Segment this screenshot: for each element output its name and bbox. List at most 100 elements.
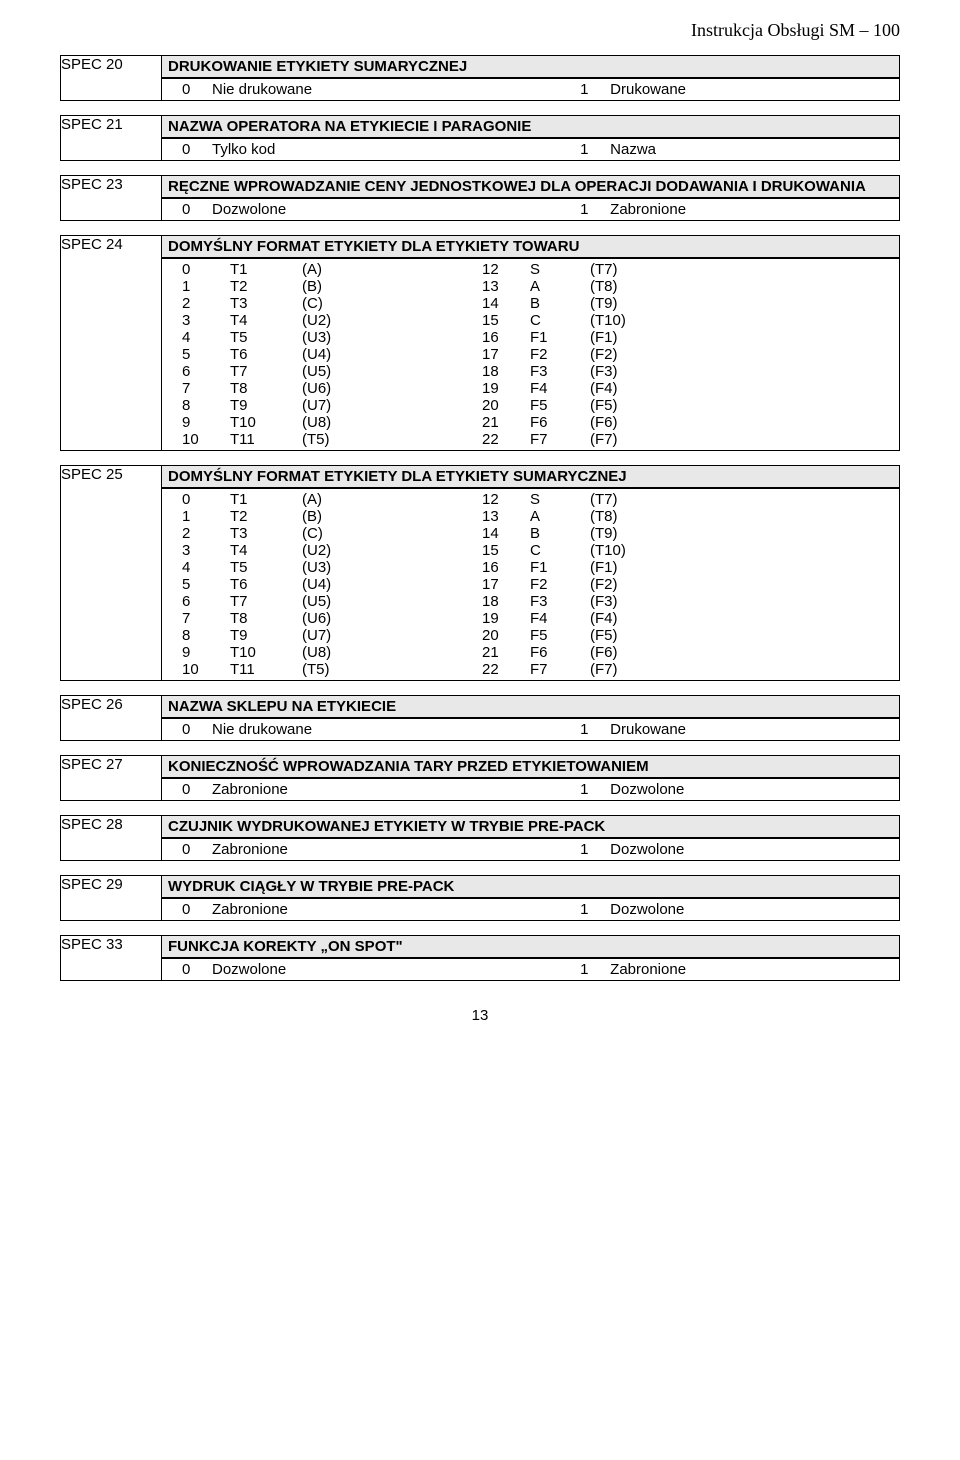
matrix-row: 9T10(U8)21F6(F6)	[182, 644, 893, 661]
matrix-cell: F2	[530, 576, 590, 593]
spec-28-label: SPEC 28	[61, 816, 162, 861]
spec-20-table: SPEC 20 DRUKOWANIE ETYKIETY SUMARYCZNEJ …	[60, 55, 900, 101]
matrix-cell: 5	[182, 346, 230, 363]
spec-33-row: 0Dozwolone 1Zabronione	[162, 959, 899, 980]
spec-23-row: 0Dozwolone 1Zabronione	[162, 199, 899, 220]
matrix-row: 8T9(U7)20F5(F5)	[182, 627, 893, 644]
matrix-cell: T7	[230, 593, 302, 610]
spec-33-label: SPEC 33	[61, 936, 162, 981]
matrix-cell: T11	[230, 431, 302, 448]
spec-24-table: SPEC 24 DOMYŚLNY FORMAT ETYKIETY DLA ETY…	[60, 235, 900, 451]
spec-25-table: SPEC 25 DOMYŚLNY FORMAT ETYKIETY DLA ETY…	[60, 465, 900, 681]
matrix-cell: (U5)	[302, 363, 482, 380]
spec-23-left-key: 0	[182, 201, 212, 218]
matrix-cell: (U4)	[302, 346, 482, 363]
spec-20-row: 0Nie drukowane 1Drukowane	[162, 79, 899, 100]
matrix-cell: 13	[482, 278, 530, 295]
matrix-cell: 6	[182, 593, 230, 610]
matrix-cell: (T5)	[302, 431, 482, 448]
matrix-cell: (F3)	[590, 363, 893, 380]
spec-29-table: SPEC 29 WYDRUK CIĄGŁY W TRYBIE PRE-PACK …	[60, 875, 900, 921]
spec-33-left-key: 0	[182, 961, 212, 978]
matrix-cell: (T10)	[590, 542, 893, 559]
spec-20-title: DRUKOWANIE ETYKIETY SUMARYCZNEJ	[162, 56, 899, 78]
matrix-cell: T1	[230, 261, 302, 278]
matrix-cell: T3	[230, 295, 302, 312]
matrix-cell: B	[530, 295, 590, 312]
matrix-cell: 9	[182, 644, 230, 661]
matrix-cell: T10	[230, 644, 302, 661]
matrix-cell: 12	[482, 491, 530, 508]
matrix-cell: S	[530, 261, 590, 278]
matrix-cell: (F6)	[590, 644, 893, 661]
matrix-cell: 17	[482, 346, 530, 363]
matrix-cell: 21	[482, 644, 530, 661]
matrix-cell: 13	[482, 508, 530, 525]
matrix-cell: 7	[182, 610, 230, 627]
spec-29-right-val: Dozwolone	[610, 901, 684, 918]
matrix-cell: S	[530, 491, 590, 508]
matrix-row: 8T9(U7)20F5(F5)	[182, 397, 893, 414]
matrix-cell: A	[530, 508, 590, 525]
matrix-cell: T1	[230, 491, 302, 508]
matrix-cell: F2	[530, 346, 590, 363]
matrix-cell: T6	[230, 576, 302, 593]
matrix-row: 2T3(C)14B(T9)	[182, 295, 893, 312]
spec-28-right-key: 1	[580, 841, 610, 858]
matrix-cell: 21	[482, 414, 530, 431]
page: Instrukcja Obsługi SM – 100 SPEC 20 DRUK…	[0, 0, 960, 1044]
matrix-cell: F3	[530, 593, 590, 610]
matrix-cell: 8	[182, 627, 230, 644]
matrix-cell: (F7)	[590, 431, 893, 448]
matrix-cell: F7	[530, 431, 590, 448]
matrix-cell: F7	[530, 661, 590, 678]
spec-21-table: SPEC 21 NAZWA OPERATORA NA ETYKIECIE I P…	[60, 115, 900, 161]
matrix-cell: B	[530, 525, 590, 542]
matrix-cell: A	[530, 278, 590, 295]
spec-20-left-key: 0	[182, 81, 212, 98]
matrix-cell: (F4)	[590, 380, 893, 397]
matrix-cell: 22	[482, 661, 530, 678]
matrix-cell: (F2)	[590, 346, 893, 363]
matrix-cell: 15	[482, 312, 530, 329]
spec-21-left-val: Tylko kod	[212, 141, 275, 158]
matrix-cell: 9	[182, 414, 230, 431]
spec-20-label: SPEC 20	[61, 56, 162, 101]
page-number: 13	[60, 1007, 900, 1024]
spec-24-label: SPEC 24	[61, 236, 162, 451]
matrix-row: 0T1(A)12S(T7)	[182, 491, 893, 508]
page-header: Instrukcja Obsługi SM – 100	[60, 20, 900, 41]
matrix-cell: (T9)	[590, 295, 893, 312]
matrix-cell: T11	[230, 661, 302, 678]
spec-20-right-key: 1	[580, 81, 610, 98]
matrix-row: 1T2(B)13A(T8)	[182, 508, 893, 525]
matrix-cell: (U8)	[302, 414, 482, 431]
spec-21-left-key: 0	[182, 141, 212, 158]
matrix-cell: F6	[530, 644, 590, 661]
spec-26-right-key: 1	[580, 721, 610, 738]
spec-24-title: DOMYŚLNY FORMAT ETYKIETY DLA ETYKIETY TO…	[162, 236, 899, 258]
matrix-cell: (U2)	[302, 312, 482, 329]
matrix-cell: (F6)	[590, 414, 893, 431]
matrix-cell: (T10)	[590, 312, 893, 329]
matrix-cell: T2	[230, 508, 302, 525]
spec-29-left-val: Zabronione	[212, 901, 288, 918]
matrix-cell: (U4)	[302, 576, 482, 593]
matrix-row: 6T7(U5)18F3(F3)	[182, 593, 893, 610]
matrix-cell: T2	[230, 278, 302, 295]
matrix-row: 10T11(T5)22F7(F7)	[182, 661, 893, 678]
spec-23-title: RĘCZNE WPROWADZANIE CENY JEDNOSTKOWEJ DL…	[162, 176, 899, 198]
matrix-cell: (U3)	[302, 559, 482, 576]
spec-28-table: SPEC 28 CZUJNIK WYDRUKOWANEJ ETYKIETY W …	[60, 815, 900, 861]
matrix-cell: F6	[530, 414, 590, 431]
spec-26-left-val: Nie drukowane	[212, 721, 312, 738]
matrix-cell: 1	[182, 278, 230, 295]
matrix-cell: 4	[182, 329, 230, 346]
matrix-cell: (T9)	[590, 525, 893, 542]
matrix-cell: F5	[530, 397, 590, 414]
spec-23-left-val: Dozwolone	[212, 201, 286, 218]
spec-21-label: SPEC 21	[61, 116, 162, 161]
spec-21-right-val: Nazwa	[610, 141, 656, 158]
matrix-cell: 3	[182, 312, 230, 329]
spec-26-right-val: Drukowane	[610, 721, 686, 738]
